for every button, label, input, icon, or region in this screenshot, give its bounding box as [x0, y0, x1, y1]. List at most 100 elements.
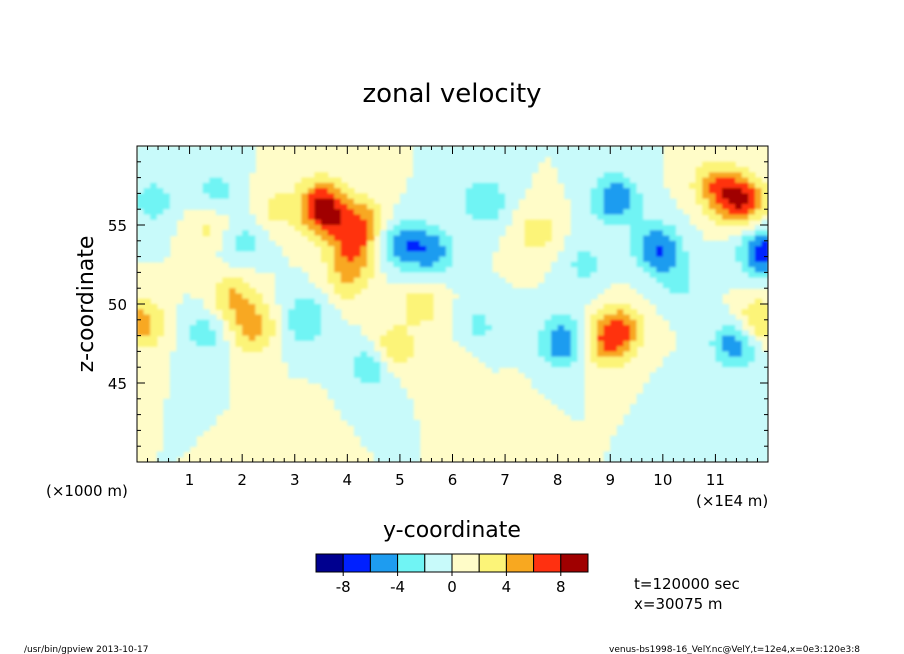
heatmap-cell	[321, 240, 329, 247]
heatmap-cell	[643, 230, 651, 237]
heatmap-cell	[761, 361, 768, 368]
heatmap-cell	[675, 414, 684, 421]
heatmap-cell	[715, 319, 723, 326]
heatmap-cell	[695, 451, 703, 458]
heatmap-cell	[235, 225, 243, 231]
heatmap-cell	[721, 251, 730, 258]
heatmap-cell	[176, 335, 184, 342]
heatmap-cell	[314, 225, 322, 231]
heatmap-cell	[196, 298, 204, 305]
heatmap-cell	[353, 404, 362, 410]
heatmap-cell	[176, 330, 184, 337]
heatmap-cell	[334, 214, 342, 221]
heatmap-cell	[643, 414, 651, 421]
heatmap-cell	[281, 330, 289, 337]
heatmap-cell	[275, 288, 283, 295]
heatmap-cell	[570, 203, 578, 210]
heatmap-cell	[748, 456, 756, 462]
heatmap-cell	[150, 304, 158, 310]
heatmap-cell	[656, 246, 664, 252]
heatmap-cell	[393, 340, 401, 347]
heatmap-cell	[465, 219, 473, 226]
heatmap-cell	[452, 172, 460, 179]
heatmap-cell	[656, 372, 664, 379]
heatmap-cell	[715, 440, 723, 447]
heatmap-cell	[577, 351, 585, 358]
heatmap-cell	[314, 177, 322, 184]
heatmap-cell	[452, 256, 460, 263]
heatmap-cell	[511, 351, 519, 358]
heatmap-cell	[386, 251, 394, 258]
heatmap-cell	[656, 377, 664, 384]
heatmap-cell	[353, 414, 362, 421]
heatmap-cell	[616, 325, 624, 331]
heatmap-cell	[491, 172, 500, 179]
heatmap-cell	[367, 377, 375, 384]
heatmap-cell	[564, 351, 572, 358]
heatmap-cell	[222, 240, 230, 247]
heatmap-cell	[485, 230, 493, 237]
heatmap-cell	[413, 240, 421, 247]
heatmap-cell	[761, 282, 768, 289]
heatmap-cell	[754, 209, 763, 216]
heatmap-cell	[301, 304, 309, 310]
heatmap-cell	[169, 193, 178, 200]
heatmap-cell	[301, 272, 309, 279]
heatmap-cell	[577, 383, 585, 389]
heatmap-cell	[393, 277, 401, 284]
heatmap-cell	[419, 309, 427, 316]
heatmap-cell	[715, 167, 723, 173]
heatmap-cell	[137, 335, 145, 342]
heatmap-cell	[491, 182, 500, 189]
heatmap-cell	[675, 456, 684, 462]
heatmap-cell	[715, 398, 723, 405]
heatmap-cell	[649, 182, 657, 189]
heatmap-cell	[321, 209, 329, 216]
heatmap-cell	[518, 367, 526, 374]
heatmap-cell	[202, 182, 210, 189]
heatmap-cell	[353, 388, 362, 395]
heatmap-cell	[327, 372, 335, 379]
heatmap-cell	[465, 282, 473, 289]
heatmap-cell	[373, 209, 381, 216]
heatmap-cell	[531, 319, 539, 326]
heatmap-cell	[537, 372, 546, 379]
heatmap-cell	[478, 240, 486, 247]
heatmap-cell	[380, 230, 388, 237]
heatmap-cell	[137, 235, 145, 242]
heatmap-cell	[229, 319, 237, 326]
heatmap-cell	[413, 225, 421, 231]
chart-title: zonal velocity	[362, 79, 541, 109]
heatmap-cell	[505, 340, 513, 347]
heatmap-cell	[137, 230, 145, 237]
heatmap-cell	[268, 251, 276, 258]
heatmap-cell	[748, 393, 756, 400]
heatmap-cell	[537, 325, 546, 331]
heatmap-cell	[465, 209, 473, 216]
heatmap-cell	[629, 198, 638, 205]
heatmap-cell	[327, 225, 335, 231]
heatmap-cell	[248, 314, 256, 321]
heatmap-cell	[472, 198, 480, 205]
heatmap-cell	[459, 219, 467, 226]
heatmap-cell	[603, 193, 611, 200]
heatmap-cell	[459, 167, 467, 173]
heatmap-cell	[294, 203, 302, 210]
heatmap-cell	[419, 156, 427, 163]
heatmap-cell	[643, 235, 651, 242]
heatmap-cell	[498, 156, 506, 163]
heatmap-cell	[189, 193, 197, 200]
heatmap-cell	[577, 219, 585, 226]
heatmap-cell	[413, 146, 421, 152]
heatmap-cell	[222, 188, 230, 194]
heatmap-cell	[721, 209, 730, 216]
heatmap-cell	[399, 267, 408, 273]
heatmap-cell	[761, 309, 768, 316]
heatmap-cell	[373, 451, 381, 458]
heatmap-cell	[735, 235, 743, 242]
heatmap-cell	[261, 319, 270, 326]
heatmap-cell	[452, 240, 460, 247]
heatmap-cell	[715, 335, 723, 342]
heatmap-cell	[649, 209, 657, 216]
heatmap-cell	[314, 346, 322, 352]
